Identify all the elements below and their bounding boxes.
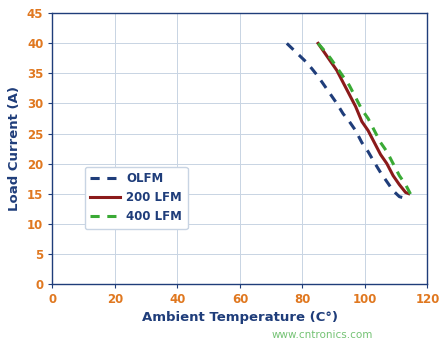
- 200 LFM: [334, 68, 340, 72]
- 400 LFM: [403, 182, 408, 187]
- 200 LFM: [322, 50, 327, 55]
- 200 LFM: [328, 59, 333, 63]
- OLFM: [359, 141, 365, 145]
- OLFM: [347, 119, 352, 123]
- 400 LFM: [366, 117, 371, 121]
- OLFM: [340, 111, 346, 116]
- 400 LFM: [315, 41, 321, 45]
- 400 LFM: [328, 56, 333, 60]
- OLFM: [315, 74, 321, 79]
- OLFM: [396, 194, 402, 199]
- 200 LFM: [347, 92, 352, 96]
- OLFM: [406, 198, 411, 202]
- 400 LFM: [340, 74, 346, 79]
- OLFM: [353, 129, 358, 133]
- 200 LFM: [359, 119, 365, 123]
- Legend: OLFM, 200 LFM, 400 LFM: OLFM, 200 LFM, 400 LFM: [85, 167, 188, 229]
- 200 LFM: [340, 80, 346, 84]
- Text: www.cntronics.com: www.cntronics.com: [272, 330, 373, 340]
- OLFM: [372, 160, 377, 164]
- 200 LFM: [378, 153, 383, 157]
- OLFM: [390, 189, 396, 193]
- 200 LFM: [366, 129, 371, 133]
- 400 LFM: [409, 194, 414, 199]
- OLFM: [384, 180, 389, 184]
- OLFM: [284, 41, 289, 45]
- OLFM: [303, 59, 308, 63]
- OLFM: [378, 170, 383, 175]
- 200 LFM: [353, 104, 358, 108]
- 400 LFM: [396, 174, 402, 178]
- 200 LFM: [390, 174, 396, 178]
- 200 LFM: [384, 162, 389, 166]
- OLFM: [366, 150, 371, 154]
- OLFM: [309, 67, 314, 71]
- X-axis label: Ambient Temperature (C°): Ambient Temperature (C°): [142, 311, 338, 324]
- 400 LFM: [353, 95, 358, 99]
- OLFM: [290, 47, 296, 51]
- OLFM: [322, 83, 327, 87]
- 400 LFM: [347, 83, 352, 87]
- 200 LFM: [396, 182, 402, 187]
- Y-axis label: Load Current (A): Load Current (A): [9, 86, 22, 211]
- 400 LFM: [322, 49, 327, 53]
- Line: OLFM: OLFM: [287, 43, 409, 200]
- OLFM: [403, 197, 408, 201]
- 400 LFM: [390, 162, 396, 166]
- OLFM: [297, 54, 302, 58]
- 400 LFM: [334, 66, 340, 70]
- Line: 400 LFM: 400 LFM: [318, 43, 412, 197]
- 200 LFM: [315, 41, 321, 45]
- 200 LFM: [406, 192, 411, 196]
- OLFM: [328, 92, 333, 96]
- 400 LFM: [372, 129, 377, 133]
- 200 LFM: [372, 141, 377, 145]
- Line: 200 LFM: 200 LFM: [318, 43, 409, 194]
- 200 LFM: [403, 190, 408, 194]
- 400 LFM: [378, 141, 383, 145]
- OLFM: [334, 102, 340, 106]
- 400 LFM: [384, 150, 389, 154]
- 400 LFM: [359, 107, 365, 111]
